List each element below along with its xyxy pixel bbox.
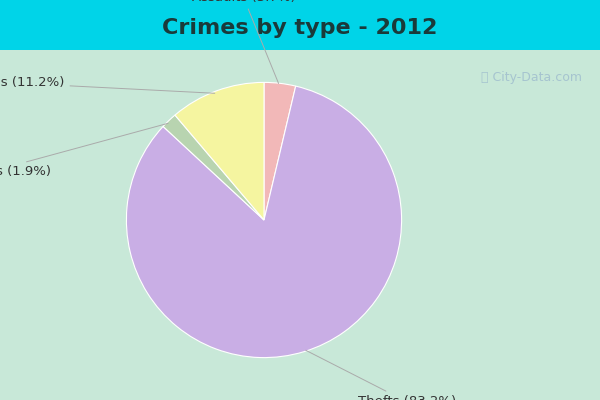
Wedge shape [127,86,401,358]
Text: ⓘ City-Data.com: ⓘ City-Data.com [481,71,582,84]
Wedge shape [264,82,296,220]
Text: Auto thefts (1.9%): Auto thefts (1.9%) [0,123,168,178]
Wedge shape [175,82,264,220]
Text: Burglaries (11.2%): Burglaries (11.2%) [0,76,215,93]
Wedge shape [163,115,264,220]
Text: Thefts (83.2%): Thefts (83.2%) [306,350,455,400]
Text: Crimes by type - 2012: Crimes by type - 2012 [163,18,437,38]
Text: Assaults (3.7%): Assaults (3.7%) [191,0,295,84]
